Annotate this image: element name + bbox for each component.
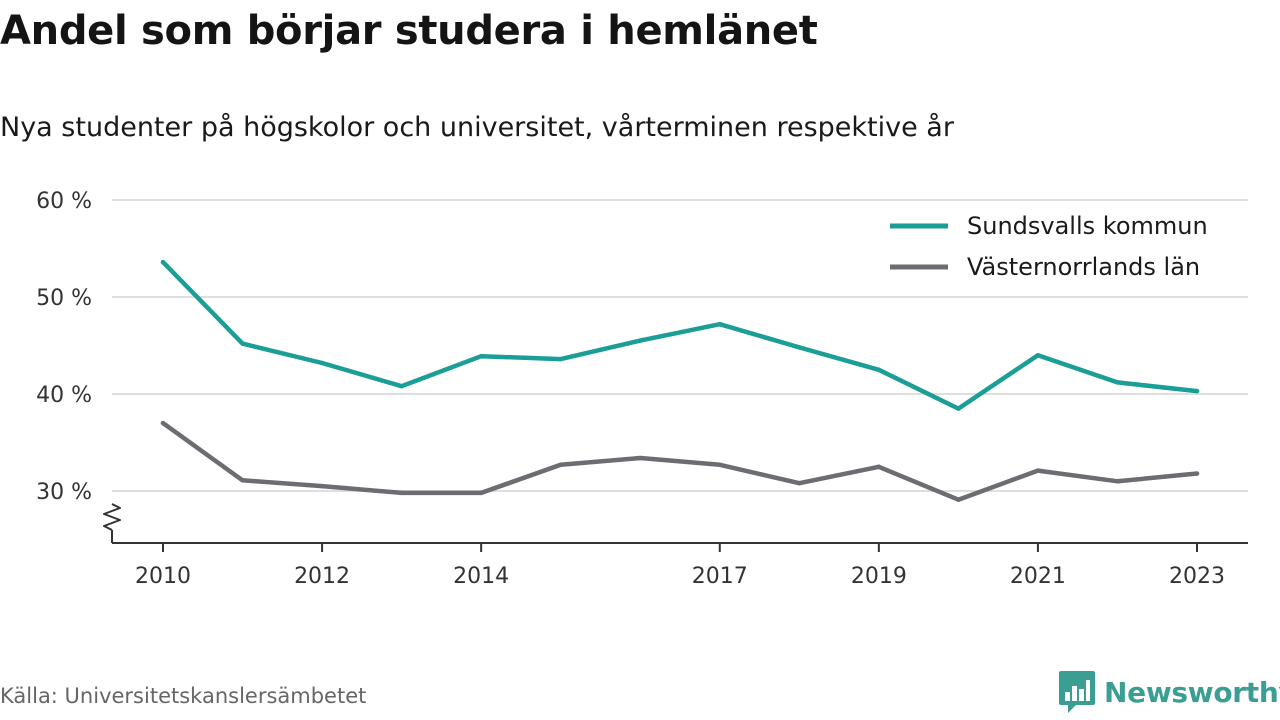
axes [103, 503, 1248, 552]
legend-label: Västernorrlands län [967, 253, 1200, 281]
x-tick-label: 2012 [294, 564, 350, 589]
series-line-0 [160, 259, 1200, 411]
source-note: Källa: Universitetskanslersämbetet [0, 684, 367, 708]
x-tick-label: 2014 [453, 564, 509, 589]
bar-chart-speech-bubble-icon [1059, 671, 1095, 713]
data-point [1115, 380, 1120, 385]
y-tick-labels: 30 % 40 % 50 % 60 % [36, 189, 92, 505]
data-point [1035, 353, 1041, 358]
x-tick-label: 2021 [1010, 564, 1066, 589]
data-point [478, 490, 484, 496]
brand-name: Newsworthy [1104, 675, 1280, 709]
legend-label: Sundsvalls kommun [967, 212, 1208, 240]
gridlines [112, 199, 1248, 492]
chart-title: Andel som börjar studera i hemlänet [0, 8, 818, 54]
y-tick-label: 40 % [36, 383, 92, 408]
data-point [717, 321, 722, 327]
data-point [160, 259, 166, 265]
data-point [876, 464, 882, 469]
data-point [558, 356, 563, 362]
series-lines [160, 259, 1200, 502]
data-point [558, 462, 563, 468]
data-point [876, 367, 882, 372]
data-point [1115, 479, 1120, 484]
data-point [1035, 468, 1041, 473]
newsworthy-logo[interactable]: Newsworthy [1058, 670, 1280, 714]
y-tick-label: 50 % [36, 286, 92, 311]
data-point [638, 455, 643, 461]
series-line-1 [160, 420, 1200, 502]
y-tick-label: 30 % [36, 480, 92, 505]
data-point [797, 481, 802, 486]
data-point [319, 483, 325, 489]
x-tick-label: 2023 [1169, 564, 1225, 589]
data-point [797, 345, 802, 350]
x-tick-label: 2017 [692, 564, 748, 589]
y-axis-break-icon [103, 503, 121, 531]
data-point [160, 420, 166, 426]
y-tick-label: 60 % [36, 189, 92, 214]
data-point [638, 338, 643, 343]
data-point [399, 490, 404, 496]
data-point [240, 341, 245, 346]
data-point [399, 384, 404, 389]
data-point [1194, 388, 1200, 394]
data-point [1194, 471, 1200, 476]
x-tick-label: 2010 [135, 564, 191, 589]
data-point [478, 353, 484, 359]
data-point [717, 462, 722, 468]
x-tick-label: 2019 [851, 564, 907, 589]
legend: Sundsvalls kommun Västernorrlands län [890, 212, 1208, 281]
data-point [956, 497, 961, 502]
data-point [956, 406, 961, 411]
chart-subtitle: Nya studenter på högskolor och universit… [0, 112, 954, 143]
data-point [319, 360, 325, 366]
data-point [240, 478, 245, 483]
x-tick-labels: 2010 2012 2014 2017 2019 2021 2023 [135, 564, 1225, 589]
